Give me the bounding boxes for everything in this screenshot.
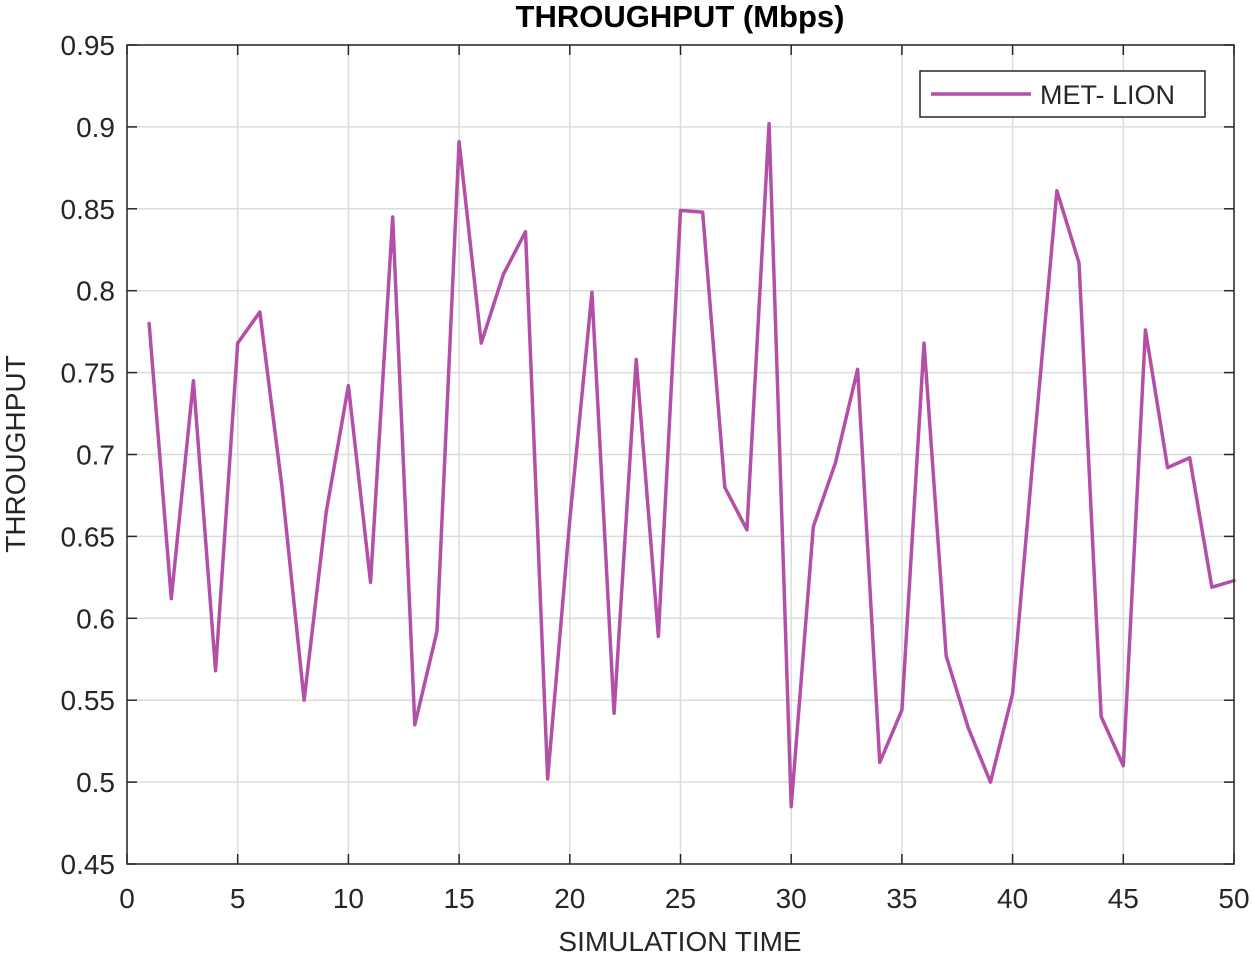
x-tick-label: 5 bbox=[230, 883, 246, 914]
x-tick-label: 25 bbox=[665, 883, 696, 914]
y-tick-label: 0.9 bbox=[76, 112, 115, 143]
series-line-met-lion bbox=[147, 121, 1236, 809]
x-axis-label: SIMULATION TIME bbox=[558, 926, 801, 957]
chart-title: THROUGHPUT (Mbps) bbox=[516, 0, 845, 34]
series-layer bbox=[147, 121, 1236, 809]
y-tick-label: 0.65 bbox=[61, 521, 116, 552]
x-tick-label: 20 bbox=[554, 883, 585, 914]
ticks bbox=[126, 44, 1235, 865]
x-tick-label: 30 bbox=[776, 883, 807, 914]
x-tick-label: 45 bbox=[1108, 883, 1139, 914]
x-tick-label: 0 bbox=[119, 883, 135, 914]
y-tick-label: 0.6 bbox=[76, 603, 115, 634]
y-tick-label: 0.75 bbox=[61, 358, 116, 389]
tick-labels: 0 5 10 15 20 25 30 35 40 45 50 0.45 0.5 0.55 0.6 0.65 0.… bbox=[61, 30, 1250, 914]
y-tick-label: 0.8 bbox=[76, 276, 115, 307]
legend: MET- LION bbox=[919, 70, 1206, 118]
x-tick-label: 40 bbox=[997, 883, 1028, 914]
legend-label: MET- LION bbox=[1040, 80, 1175, 110]
y-tick-label: 0.95 bbox=[61, 30, 116, 61]
x-tick-label: 10 bbox=[333, 883, 364, 914]
y-tick-label: 0.55 bbox=[61, 685, 116, 716]
x-tick-label: 50 bbox=[1218, 883, 1249, 914]
x-tick-label: 35 bbox=[886, 883, 917, 914]
y-axis-label: THROUGHPUT bbox=[0, 355, 31, 553]
y-tick-label: 0.7 bbox=[76, 440, 115, 471]
y-tick-label: 0.45 bbox=[61, 849, 116, 880]
x-tick-label: 15 bbox=[444, 883, 475, 914]
y-tick-label: 0.85 bbox=[61, 194, 116, 225]
y-tick-label: 0.5 bbox=[76, 767, 115, 798]
